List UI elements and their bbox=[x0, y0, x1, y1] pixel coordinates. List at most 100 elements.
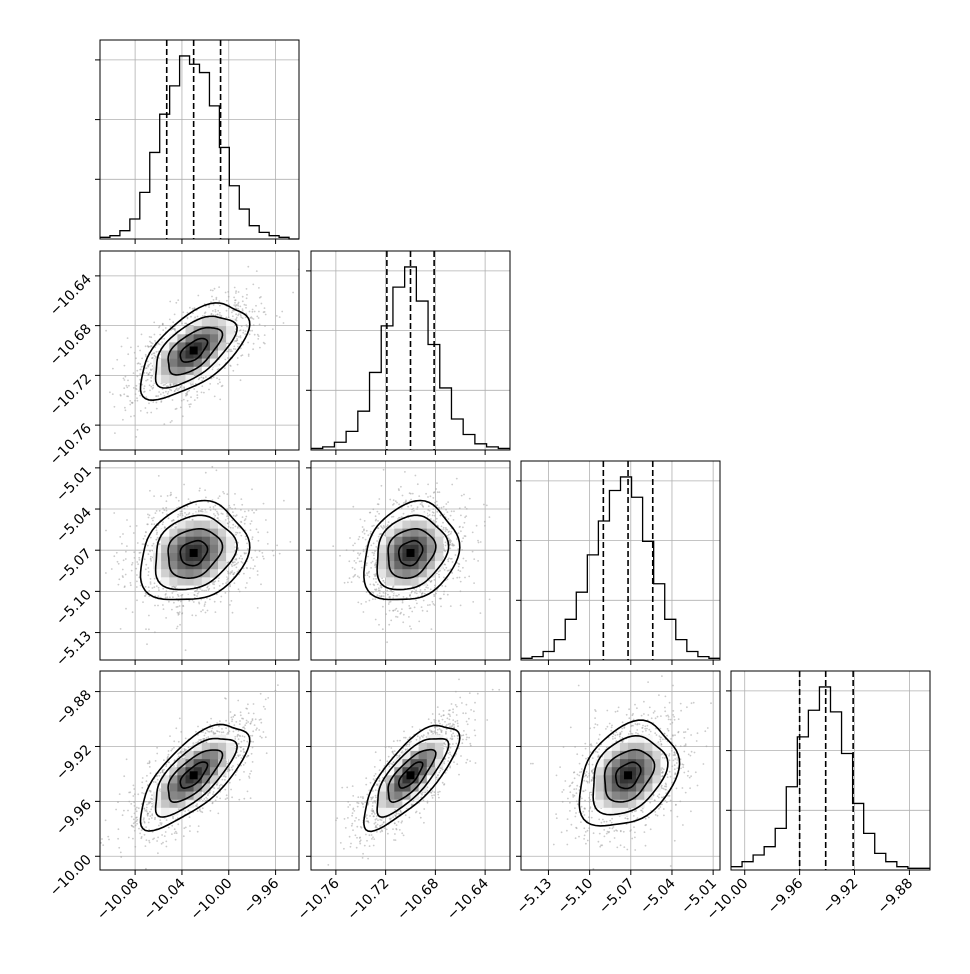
sample-point bbox=[412, 493, 414, 495]
sample-point bbox=[142, 601, 144, 603]
sample-point bbox=[450, 531, 452, 533]
sample-point bbox=[244, 523, 246, 525]
sample-point bbox=[160, 401, 162, 403]
sample-point bbox=[469, 498, 471, 500]
sample-point bbox=[378, 590, 380, 592]
sample-point bbox=[175, 831, 177, 833]
sample-point bbox=[258, 287, 260, 289]
sample-point bbox=[238, 588, 240, 590]
sample-point bbox=[214, 288, 216, 290]
sample-point bbox=[188, 513, 190, 515]
sample-point bbox=[117, 801, 119, 803]
sample-point bbox=[408, 616, 410, 618]
sample-point bbox=[364, 533, 366, 535]
sample-point bbox=[148, 571, 150, 573]
sample-point bbox=[409, 594, 411, 596]
sample-point bbox=[462, 567, 464, 569]
sample-point bbox=[155, 356, 157, 358]
sample-point bbox=[381, 595, 383, 597]
sample-point bbox=[250, 523, 252, 525]
sample-point bbox=[225, 592, 227, 594]
sample-point bbox=[434, 579, 436, 581]
sample-point bbox=[237, 562, 239, 564]
sample-point bbox=[176, 606, 178, 608]
sample-point bbox=[122, 419, 124, 421]
sample-point bbox=[227, 522, 229, 524]
sample-point bbox=[254, 334, 256, 336]
sample-point bbox=[449, 548, 451, 550]
sample-point bbox=[240, 317, 242, 319]
sample-point bbox=[222, 583, 224, 585]
sample-point bbox=[205, 590, 207, 592]
sample-point bbox=[251, 510, 253, 512]
sample-point bbox=[169, 301, 171, 303]
sample-point bbox=[251, 538, 253, 540]
sample-point bbox=[236, 335, 238, 337]
sample-point bbox=[424, 589, 426, 591]
sample-point bbox=[441, 585, 443, 587]
sample-point bbox=[373, 558, 375, 560]
hist-grid-0 bbox=[95, 60, 299, 179]
sample-point bbox=[125, 409, 127, 411]
sample-point bbox=[194, 590, 196, 592]
sample-point bbox=[228, 349, 230, 351]
sample-point bbox=[370, 567, 372, 569]
sample-point bbox=[152, 385, 154, 387]
sample-point bbox=[152, 353, 154, 355]
sample-point bbox=[254, 565, 256, 567]
sample-point bbox=[381, 586, 383, 588]
sample-point bbox=[276, 545, 278, 547]
sample-point bbox=[421, 593, 423, 595]
sample-point bbox=[377, 520, 379, 522]
sample-point bbox=[141, 334, 143, 336]
sample-point bbox=[463, 494, 465, 496]
sample-point bbox=[150, 560, 152, 562]
sample-point bbox=[219, 305, 221, 307]
sample-point bbox=[451, 510, 453, 512]
sample-point bbox=[395, 608, 397, 610]
sample-point bbox=[155, 512, 157, 514]
sample-point bbox=[425, 493, 427, 495]
sample-point bbox=[382, 528, 384, 530]
sample-point bbox=[146, 372, 148, 374]
sample-point bbox=[415, 475, 417, 477]
sample-point bbox=[165, 593, 167, 595]
sample-point bbox=[476, 525, 478, 527]
sample-point bbox=[159, 325, 161, 327]
sample-point bbox=[162, 323, 164, 325]
sample-point bbox=[391, 516, 393, 518]
sample-point bbox=[124, 365, 126, 367]
sample-point bbox=[240, 379, 242, 381]
sample-point bbox=[279, 553, 281, 555]
sample-point bbox=[372, 592, 374, 594]
sample-point bbox=[254, 311, 256, 313]
sample-point bbox=[214, 396, 216, 398]
sample-point bbox=[393, 595, 395, 597]
histogram-0 bbox=[100, 56, 299, 239]
sample-point bbox=[242, 354, 244, 356]
sample-point bbox=[414, 592, 416, 594]
sample-point bbox=[136, 385, 138, 387]
sample-point bbox=[156, 533, 158, 535]
sample-point bbox=[216, 377, 218, 379]
sample-point bbox=[251, 753, 253, 755]
sample-point bbox=[212, 369, 214, 371]
sample-point bbox=[393, 503, 395, 505]
sample-point bbox=[212, 310, 214, 312]
sample-point bbox=[144, 385, 146, 387]
sample-point bbox=[459, 507, 461, 509]
sample-point bbox=[189, 307, 191, 309]
sample-point bbox=[363, 528, 365, 530]
sample-point bbox=[420, 503, 422, 505]
sample-point bbox=[245, 516, 247, 518]
sample-point bbox=[169, 596, 171, 598]
sample-point bbox=[256, 316, 258, 318]
sample-point bbox=[259, 297, 261, 299]
sample-point bbox=[140, 585, 142, 587]
sample-point bbox=[382, 606, 384, 608]
sample-point bbox=[150, 537, 152, 539]
sample-point bbox=[346, 549, 348, 551]
sample-point bbox=[421, 606, 423, 608]
sample-point bbox=[127, 380, 129, 382]
sample-point bbox=[169, 319, 171, 321]
